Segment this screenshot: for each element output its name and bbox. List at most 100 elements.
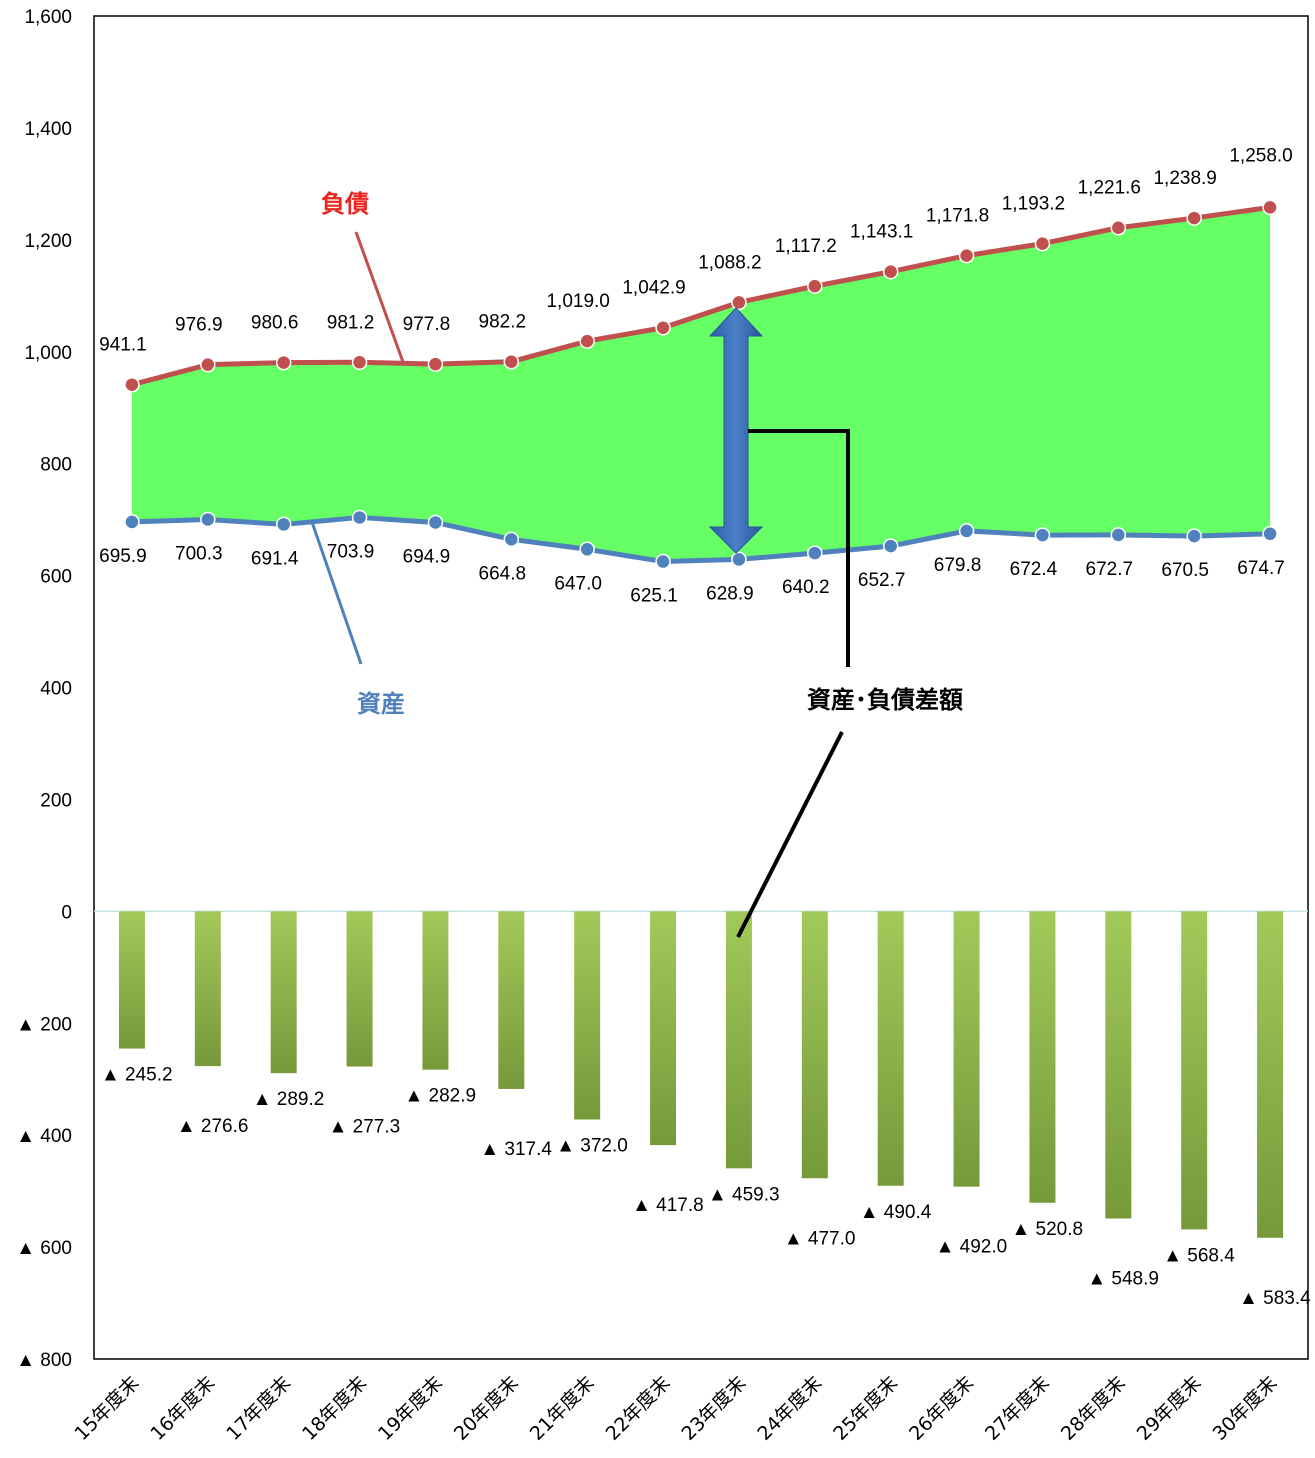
series-point-label: 1,088.2	[698, 252, 761, 273]
series-point	[731, 294, 747, 311]
series-point	[427, 356, 444, 372]
series-point-label: 1,171.8	[926, 206, 989, 227]
series-point-label: 672.7	[1086, 559, 1134, 580]
y-tick-label: 400	[40, 679, 72, 700]
x-category-label: 24年度末	[753, 1372, 826, 1445]
difference-callout-pointer	[736, 731, 844, 938]
difference-bar	[346, 911, 373, 1067]
difference-bar-label: ▲ 568.4	[1163, 1245, 1235, 1266]
asset-series-label: 資産	[357, 690, 405, 718]
difference-bar-label: ▲ 459.3	[708, 1184, 780, 1205]
series-point	[958, 247, 975, 264]
series-point-label: 625.1	[630, 586, 678, 607]
series-point	[579, 541, 595, 558]
series-line-assets	[131, 514, 1271, 565]
difference-bar-label: ▲ 520.8	[1011, 1219, 1083, 1240]
y-tick-label: 200	[40, 790, 72, 811]
difference-bar-label: ▲ 245.2	[101, 1065, 173, 1086]
series-point	[882, 263, 899, 280]
y-tick-label: 1,400	[24, 119, 72, 140]
x-category-label: 29年度末	[1133, 1372, 1206, 1445]
series-point-label: 628.9	[706, 583, 754, 604]
series-point-label: 1,258.0	[1229, 145, 1292, 166]
series-point	[1262, 526, 1278, 542]
asset-leader-line	[310, 521, 363, 665]
difference-bar	[118, 911, 145, 1049]
difference-bar	[877, 911, 904, 1186]
difference-bar	[725, 911, 752, 1169]
series-point-label: 976.9	[175, 315, 223, 336]
liability-leader-line	[354, 231, 405, 363]
liability-series-label: 負債	[321, 190, 369, 218]
x-category-label: 18年度末	[298, 1372, 371, 1445]
series-point	[1110, 219, 1127, 236]
series-point	[807, 278, 823, 294]
difference-bar-label: ▲ 417.8	[632, 1195, 704, 1216]
difference-bar-label: ▲ 289.2	[253, 1089, 325, 1110]
series-point	[1262, 199, 1278, 216]
y-tick-label: 1,200	[24, 231, 72, 252]
series-point	[655, 319, 671, 336]
series-point	[1186, 528, 1202, 544]
y-tick-label: ▲ 600	[16, 1238, 72, 1259]
x-category-label: 25年度末	[829, 1372, 902, 1445]
difference-bar-label: ▲ 317.4	[480, 1139, 552, 1160]
series-point-label: 694.9	[403, 546, 451, 567]
series-point-label: 700.3	[175, 543, 223, 564]
series-point-label: 980.6	[251, 313, 299, 334]
series-lines	[124, 199, 1278, 570]
series-point	[200, 356, 216, 373]
series-point	[1034, 235, 1051, 252]
y-tick-label: ▲ 400	[16, 1126, 72, 1147]
series-point	[655, 553, 671, 570]
series-point-label: 647.0	[554, 573, 602, 594]
series-point	[731, 551, 747, 568]
y-tick-label: 0	[61, 902, 72, 923]
series-point-label: 941.1	[99, 335, 147, 356]
difference-bar	[574, 911, 601, 1120]
series-point	[1034, 527, 1051, 543]
difference-bar	[1257, 911, 1284, 1238]
series-point	[958, 523, 975, 539]
series-point-label: 640.2	[782, 577, 830, 598]
difference-bar	[953, 911, 980, 1187]
series-point	[579, 333, 595, 349]
difference-bar-label: ▲ 548.9	[1087, 1268, 1159, 1289]
difference-bar-label: ▲ 492.0	[936, 1237, 1008, 1258]
series-point-label: 1,143.1	[850, 222, 913, 243]
x-category-label: 30年度末	[1209, 1372, 1282, 1445]
difference-bar-label: ▲ 282.9	[404, 1086, 476, 1107]
y-axis: 1,600 1,400 1,200 1,000 800 600 400 200 0 ▲ 200 ▲ …	[16, 7, 72, 1371]
x-category-label: 19年度末	[374, 1372, 447, 1445]
x-category-label: 22年度末	[602, 1372, 675, 1445]
series-point-label: 982.2	[479, 312, 527, 333]
series-point	[275, 516, 292, 533]
series-point-label: 981.2	[327, 312, 375, 333]
series-point	[1186, 210, 1202, 226]
x-axis: 15年度末 16年度末 17年度末 18年度末 19年度末 20年度末 21年度末 22年度末…	[71, 1372, 1282, 1445]
x-category-label: 20年度末	[450, 1372, 523, 1445]
difference-bar	[270, 911, 297, 1074]
series-point-label: 695.9	[99, 546, 147, 567]
series-point-label: 1,042.9	[622, 278, 685, 299]
difference-bar-label: ▲ 277.3	[329, 1117, 401, 1138]
difference-bar	[1029, 911, 1056, 1203]
difference-bar	[422, 911, 449, 1070]
y-tick-label: ▲ 200	[16, 1014, 72, 1035]
series-point	[882, 538, 899, 554]
series-point	[275, 354, 292, 371]
series-point	[1110, 527, 1127, 543]
series-point	[427, 514, 444, 531]
series-point	[807, 545, 823, 561]
x-category-label: 23年度末	[678, 1372, 751, 1445]
x-category-label: 21年度末	[526, 1372, 599, 1445]
series-point-label: 691.4	[251, 548, 299, 569]
difference-bars	[118, 911, 1284, 1238]
y-tick-label: 600	[40, 567, 72, 588]
series-point-label: 1,221.6	[1078, 178, 1141, 199]
series-point-labels: 941.1 976.9 980.6 981.2 977.8 982.2 1,019.0 1,0…	[99, 145, 1293, 606]
y-tick-label: 800	[40, 455, 72, 476]
difference-bar-label: ▲ 583.4	[1239, 1288, 1311, 1309]
series-point-label: 672.4	[1010, 559, 1058, 580]
